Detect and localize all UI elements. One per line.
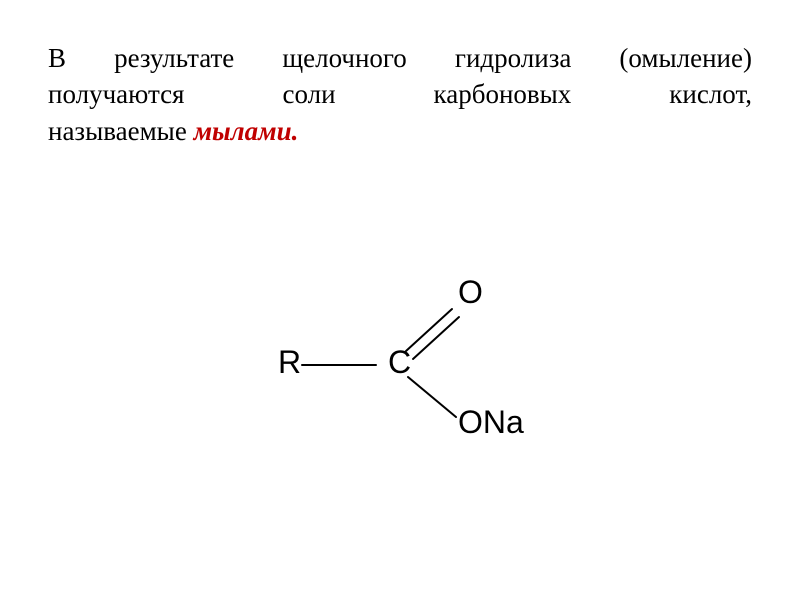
svg-text:O: O xyxy=(458,274,483,310)
word: гидролиза xyxy=(455,40,571,76)
word: называемые xyxy=(48,116,194,146)
emphasis-word: мылами. xyxy=(194,116,299,146)
word: щелочного xyxy=(282,40,406,76)
word: (омыление) xyxy=(619,40,752,76)
slide-content: В результате щелочного гидролиза (омылен… xyxy=(0,0,800,149)
word: результате xyxy=(114,40,234,76)
bonds-group xyxy=(302,309,459,417)
text-line-2: получаются соли карбоновых кислот, xyxy=(48,76,752,112)
word: карбоновых xyxy=(434,76,572,112)
body-paragraph: В результате щелочного гидролиза (омылен… xyxy=(48,40,752,149)
word: соли xyxy=(282,76,335,112)
text-line-3: называемые мылами. xyxy=(48,113,752,149)
word: получаются xyxy=(48,76,184,112)
atoms-group: R C O ONa xyxy=(278,274,524,440)
text-line-1: В результате щелочного гидролиза (омылен… xyxy=(48,40,752,76)
svg-text:C: C xyxy=(388,344,411,380)
word: кислот, xyxy=(669,76,752,112)
svg-text:ONa: ONa xyxy=(458,404,524,440)
word: В xyxy=(48,40,66,76)
chemical-structure: R C O ONa xyxy=(260,265,540,465)
svg-text:R: R xyxy=(278,344,301,380)
